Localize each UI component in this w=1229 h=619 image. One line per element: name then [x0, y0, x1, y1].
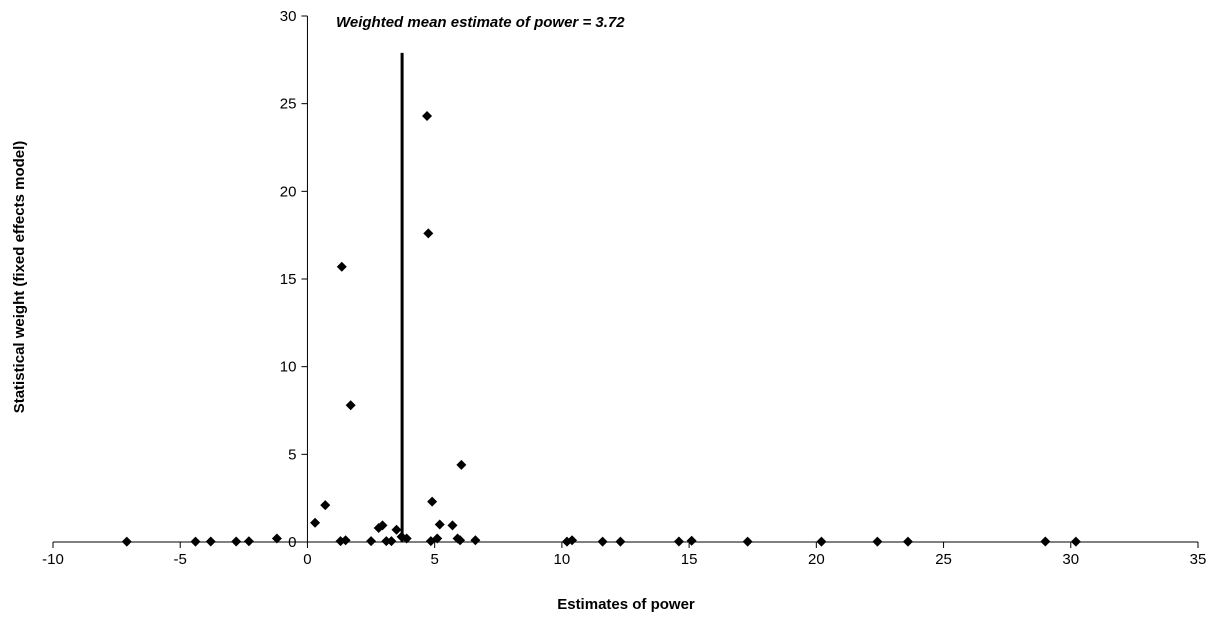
- plot-area: -10 -5 0 5 10 15 20 25 30 35 0 5 10 15 20 25 30: [42, 8, 1206, 568]
- x-tick-label: 25: [935, 551, 952, 568]
- data-point: [1040, 536, 1051, 547]
- data-point: [366, 536, 377, 547]
- data-point: [422, 110, 433, 121]
- x-tick-label: 20: [808, 551, 825, 568]
- data-point: [336, 261, 347, 272]
- data-point: [381, 536, 392, 547]
- x-tick-label: 10: [554, 551, 571, 568]
- data-point: [742, 536, 753, 547]
- data-point: [320, 500, 331, 511]
- data-point: [597, 536, 608, 547]
- x-tick-label: -5: [174, 551, 187, 568]
- annotation-label: Weighted mean estimate of power = 3.72: [336, 14, 625, 31]
- x-tick-label: 35: [1190, 551, 1207, 568]
- data-point: [345, 400, 356, 411]
- data-point: [432, 533, 443, 544]
- x-tick-label: 15: [681, 551, 698, 568]
- x-tick-label: -10: [42, 551, 64, 568]
- x-tick-label: 0: [303, 551, 311, 568]
- data-point: [271, 533, 282, 544]
- x-tick-label: 5: [430, 551, 438, 568]
- data-point: [902, 536, 913, 547]
- y-tick-label: 25: [280, 96, 297, 113]
- data-point: [1070, 536, 1081, 547]
- data-point: [872, 536, 883, 547]
- data-point: [386, 536, 397, 547]
- data-point: [455, 535, 466, 546]
- data-point: [686, 535, 697, 546]
- x-tick-label: 30: [1062, 551, 1079, 568]
- data-point: [673, 536, 684, 547]
- data-point: [121, 536, 132, 547]
- data-point: [447, 520, 458, 531]
- y-tick-label: 30: [280, 8, 297, 25]
- y-tick-label: 0: [288, 534, 296, 551]
- data-point: [340, 535, 351, 546]
- data-point: [434, 519, 445, 530]
- data-point: [243, 536, 254, 547]
- y-tick-label: 10: [280, 359, 297, 376]
- y-tick-label: 5: [288, 446, 296, 463]
- data-point: [816, 536, 827, 547]
- data-point: [567, 535, 578, 546]
- data-point: [310, 517, 321, 528]
- data-point: [401, 533, 412, 544]
- y-axis-title: Statistical weight (fixed effects model): [11, 141, 28, 414]
- y-tick-label: 20: [280, 183, 297, 200]
- data-point: [205, 536, 216, 547]
- data-point: [231, 536, 242, 547]
- data-point: [427, 496, 438, 507]
- data-point: [391, 524, 402, 535]
- x-axis-title: Estimates of power: [557, 596, 695, 613]
- data-point: [190, 536, 201, 547]
- data-point: [456, 459, 467, 470]
- data-point: [615, 536, 626, 547]
- data-point: [470, 535, 481, 546]
- data-point: [377, 520, 388, 531]
- y-tick-label: 15: [280, 271, 297, 288]
- data-point: [423, 228, 434, 239]
